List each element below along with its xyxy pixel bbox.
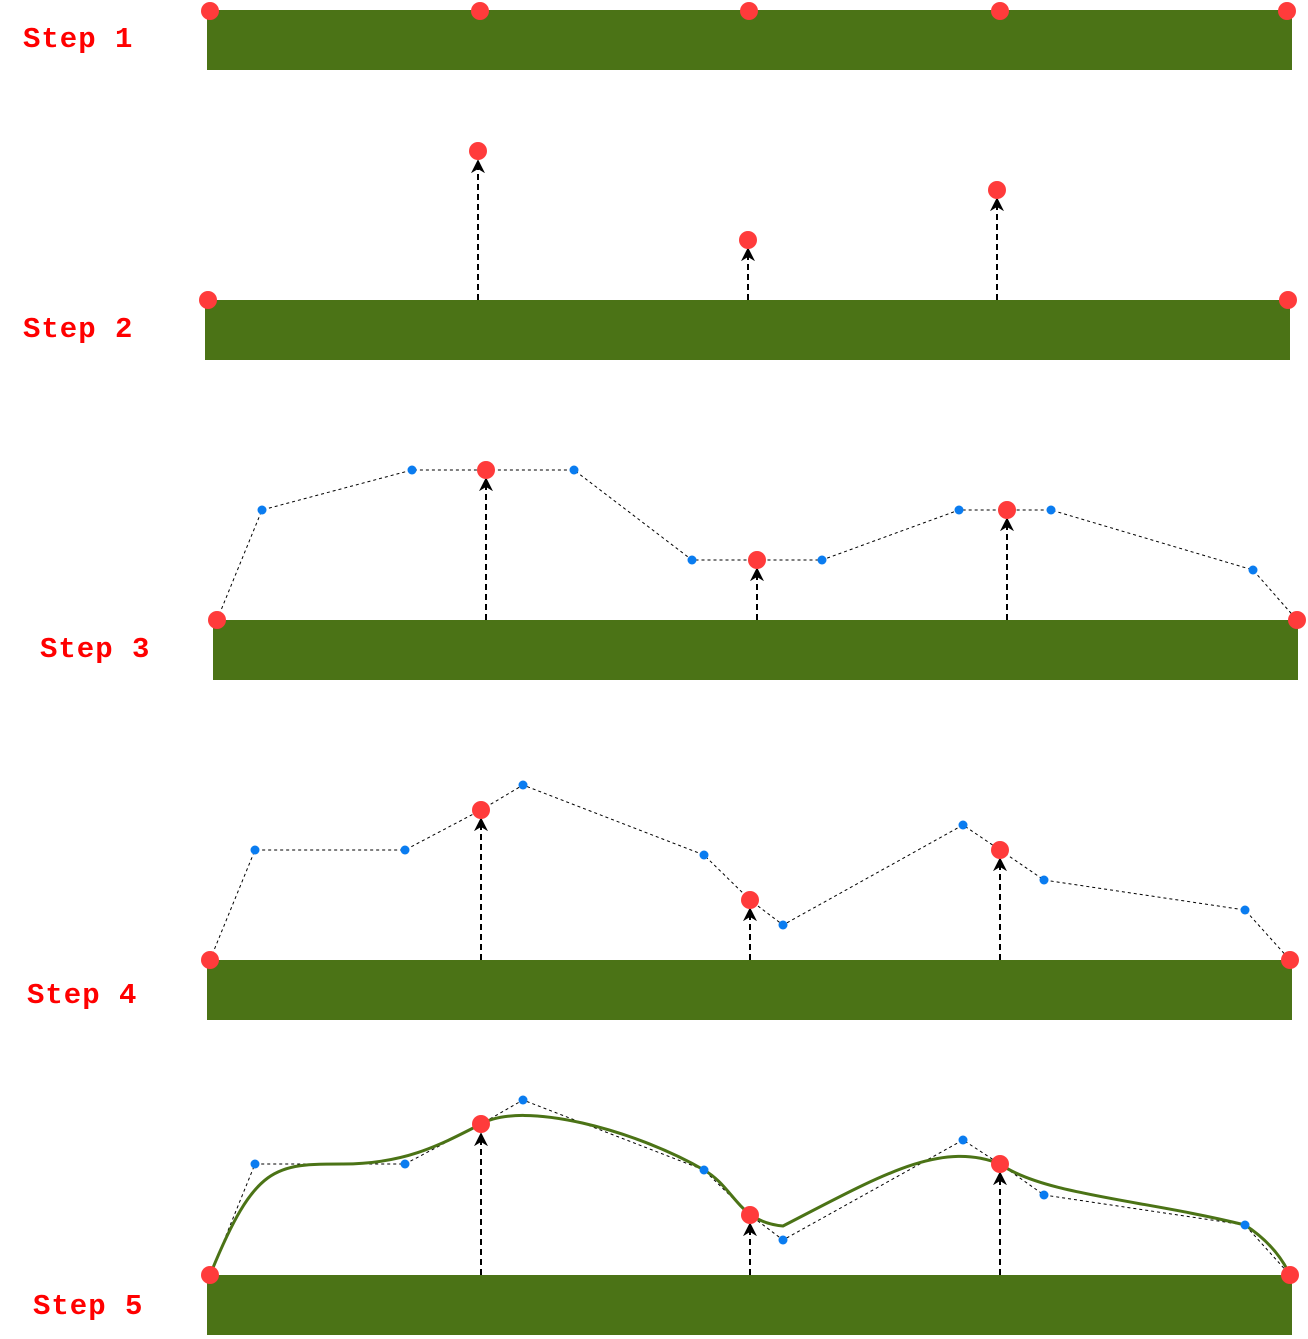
key-point-step-4 (201, 951, 219, 969)
key-point-step-3 (1288, 611, 1306, 629)
key-point-step-2 (739, 231, 757, 249)
ground-bar-step-1 (207, 10, 1292, 70)
key-point-step-3 (477, 461, 495, 479)
ground-bar-step-3 (213, 620, 1298, 680)
control-polygon-step-4 (209, 784, 1291, 961)
key-point-step-2 (1279, 291, 1297, 309)
step-3-label: Step 3 (40, 633, 151, 666)
step-5-label: Step 5 (33, 1290, 144, 1323)
control-point-step-4 (1240, 905, 1250, 915)
control-point-step-3 (687, 555, 697, 565)
control-point-step-3 (954, 505, 964, 515)
control-point-step-5 (1240, 1220, 1250, 1230)
key-point-step-1 (471, 2, 489, 20)
step-4-label: Step 4 (27, 979, 138, 1012)
control-point-step-5 (400, 1159, 410, 1169)
key-point-step-2 (469, 142, 487, 160)
key-point-step-3 (998, 501, 1016, 519)
control-point-step-4 (1039, 875, 1049, 885)
key-point-step-4 (472, 801, 490, 819)
key-point-step-4 (991, 841, 1009, 859)
smoothed-terrain-curve (208, 1113, 1292, 1276)
control-point-step-3 (1248, 565, 1258, 575)
control-point-step-4 (400, 845, 410, 855)
control-point-step-4 (778, 920, 788, 930)
control-point-step-5 (250, 1159, 260, 1169)
control-point-step-3 (569, 465, 579, 475)
control-point-step-5 (778, 1235, 788, 1245)
key-point-step-4 (1281, 951, 1299, 969)
key-point-step-4 (741, 891, 759, 909)
control-point-step-4 (958, 820, 968, 830)
key-point-step-1 (1278, 2, 1296, 20)
key-point-step-2 (988, 181, 1006, 199)
key-point-step-3 (748, 551, 766, 569)
key-point-step-5 (991, 1155, 1009, 1173)
control-point-step-4 (518, 780, 528, 790)
control-point-step-5 (958, 1135, 968, 1145)
key-point-step-5 (201, 1266, 219, 1284)
step-1-label: Step 1 (23, 23, 134, 56)
ground-bar-step-4 (207, 960, 1292, 1020)
key-point-step-5 (1281, 1266, 1299, 1284)
ground-bar-step-2 (205, 300, 1290, 360)
key-point-step-5 (741, 1206, 759, 1224)
control-point-step-5 (518, 1095, 528, 1105)
control-point-step-5 (699, 1165, 709, 1175)
control-point-step-3 (1046, 505, 1056, 515)
control-point-step-4 (250, 845, 260, 855)
control-point-step-5 (1039, 1190, 1049, 1200)
key-point-step-2 (199, 291, 217, 309)
step-2-label: Step 2 (23, 313, 134, 346)
control-point-step-3 (817, 555, 827, 565)
key-point-step-5 (472, 1115, 490, 1133)
control-point-step-3 (257, 505, 267, 515)
key-point-step-1 (201, 2, 219, 20)
key-point-step-3 (208, 611, 226, 629)
ground-bar-step-5 (207, 1275, 1292, 1335)
control-point-step-3 (407, 465, 417, 475)
key-point-step-1 (991, 2, 1009, 20)
key-point-step-1 (740, 2, 758, 20)
control-point-step-4 (699, 850, 709, 860)
control-polygon-step-5 (209, 1099, 1291, 1276)
